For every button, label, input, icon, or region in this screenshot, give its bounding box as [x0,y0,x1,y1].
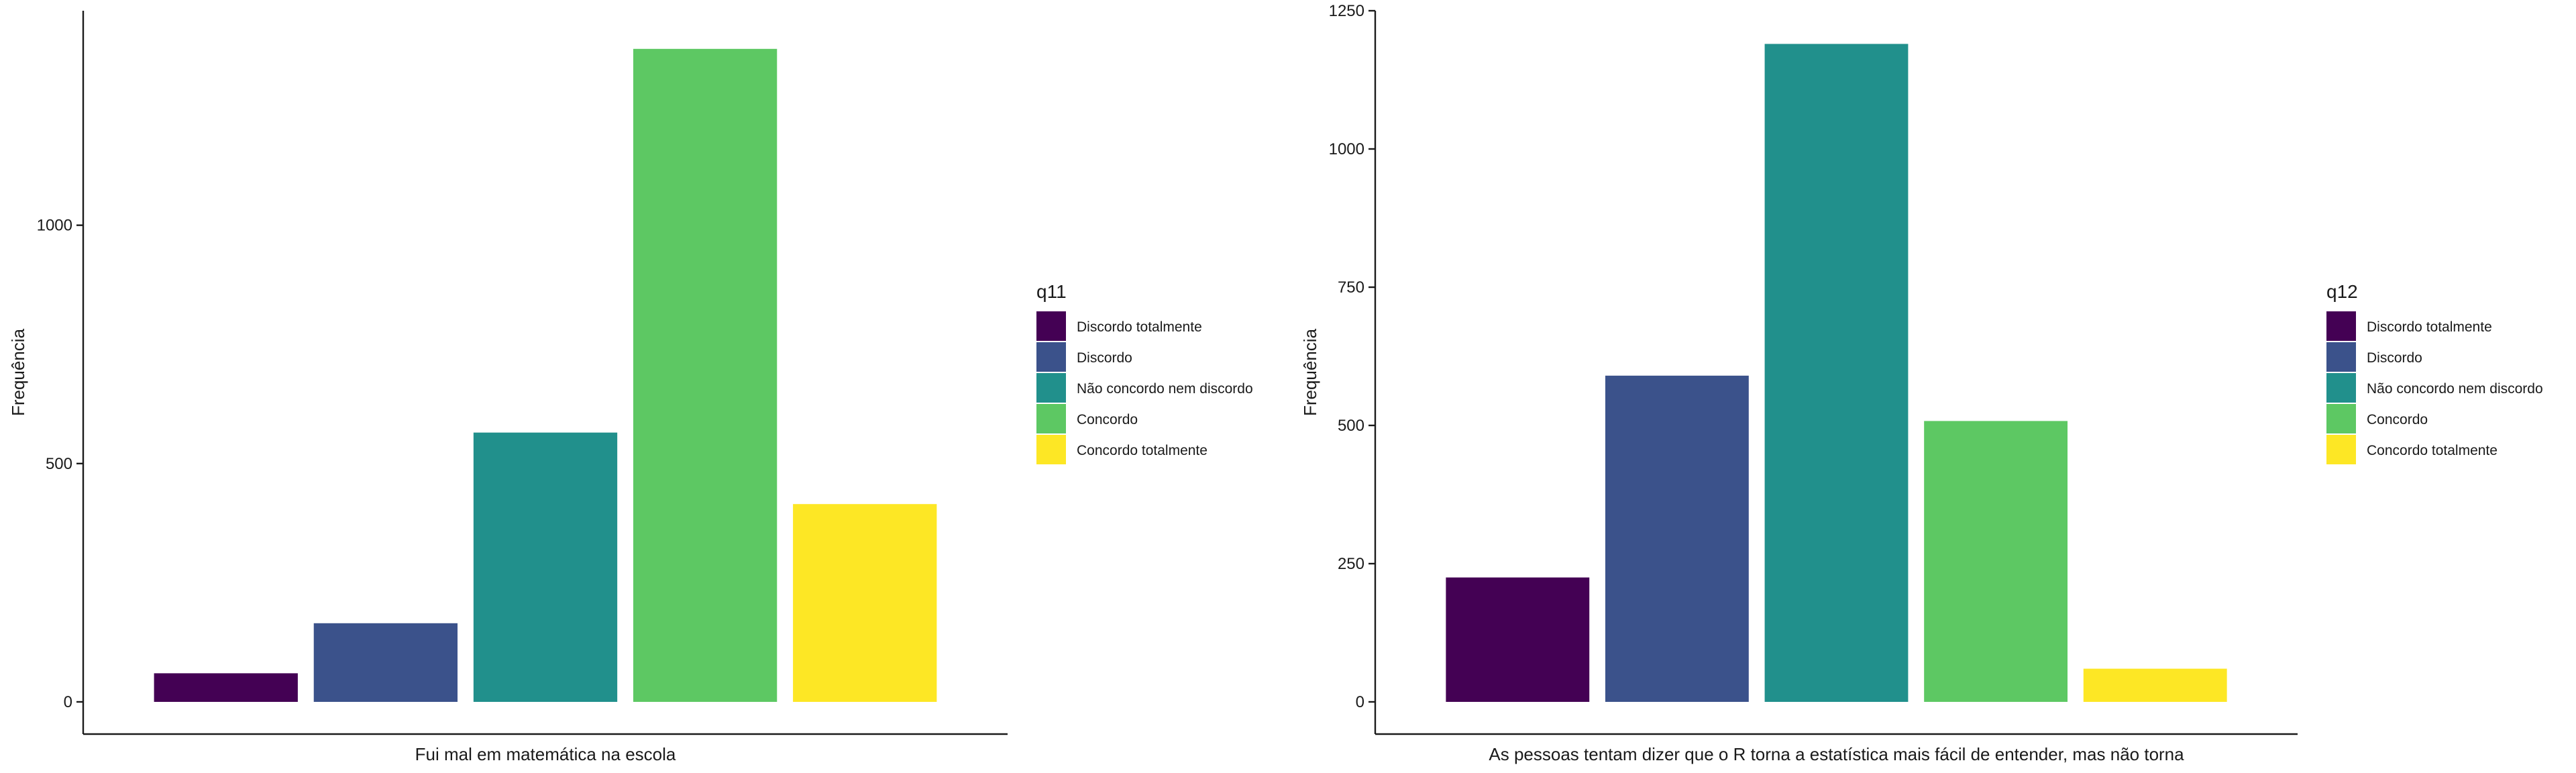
y-axis-title: Frequência [8,328,28,416]
bar-5 [2083,668,2227,702]
y-axis-title: Frequência [1300,328,1320,416]
legend-label: Discordo [1077,350,1132,366]
legend-label: Concordo [1077,412,1138,427]
legend-key [2326,342,2356,372]
legend-key [1036,435,1066,464]
legend-key [1036,311,1066,341]
bar-2 [1605,375,1749,702]
legend-key [1036,342,1066,372]
y-tick-label: 1000 [37,217,72,235]
y-tick-label: 0 [64,693,72,711]
legend-label: Concordo totalmente [1077,443,1208,458]
legend-label: Discordo [2367,350,2422,366]
y-tick-label: 250 [1338,555,1364,573]
legend-key [2326,373,2356,403]
bar-5 [793,504,937,702]
bar-3 [1764,44,1909,702]
legend-label: Concordo totalmente [2367,443,2498,458]
y-tick-label: 500 [1338,417,1364,435]
bar-4 [1924,421,2068,702]
y-tick-label: 750 [1338,278,1364,297]
legend-title: q11 [1036,281,1067,302]
legend-key [2326,404,2356,433]
legend-label: Não concordo nem discordo [1077,381,1253,397]
legend-key [2326,311,2356,341]
legend-label: Não concordo nem discordo [2367,381,2543,397]
legend-label: Discordo totalmente [2367,319,2492,335]
y-tick-label: 500 [46,455,72,473]
legend-label: Discordo totalmente [1077,319,1202,335]
legend-key [2326,435,2356,464]
x-axis-title: As pessoas tentam dizer que o R torna a … [1489,744,2184,764]
y-tick-label: 0 [1356,693,1364,711]
legend-label: Concordo [2367,412,2428,427]
legend-title: q12 [2326,281,2358,302]
bar-4 [633,48,777,703]
bar-1 [1446,577,1590,702]
y-tick-label: 1000 [1329,140,1364,158]
bar-2 [313,623,458,702]
legend-key [1036,404,1066,433]
x-axis-title: Fui mal em matemática na escola [415,744,676,764]
bar-1 [154,673,298,702]
legend-key [1036,373,1066,403]
y-tick-label: 1250 [1329,2,1364,20]
bar-3 [473,432,618,702]
